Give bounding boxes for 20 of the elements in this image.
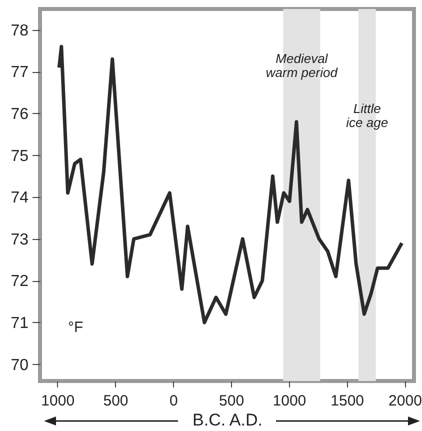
y-tick-label: 78 <box>10 22 29 40</box>
y-tick-label: 77 <box>10 64 29 82</box>
x-tick-label: 1500 <box>330 392 364 410</box>
x-tick-label: 500 <box>219 392 244 410</box>
x-tick-label: 1000 <box>41 392 75 410</box>
y-tick-label: 71 <box>10 314 29 332</box>
y-tick-label: 73 <box>10 231 29 248</box>
x-tick-label: 2000 <box>388 392 422 410</box>
x-tick-label: 0 <box>169 392 178 410</box>
band-label: Medieval warm period <box>266 51 338 80</box>
x-tick-label: 500 <box>103 392 128 410</box>
y-tick-label: 75 <box>10 148 29 165</box>
y-tick-label: 74 <box>10 190 29 207</box>
y-tick-label: 70 <box>10 356 29 374</box>
x-axis-title: B.C. A.D. <box>192 410 262 430</box>
x-tick-label: 1000 <box>272 392 306 410</box>
y-tick-label: 76 <box>10 106 29 123</box>
annotation: °F <box>68 319 84 336</box>
y-tick-label: 72 <box>10 273 29 290</box>
band-label: Little ice age <box>346 101 388 130</box>
